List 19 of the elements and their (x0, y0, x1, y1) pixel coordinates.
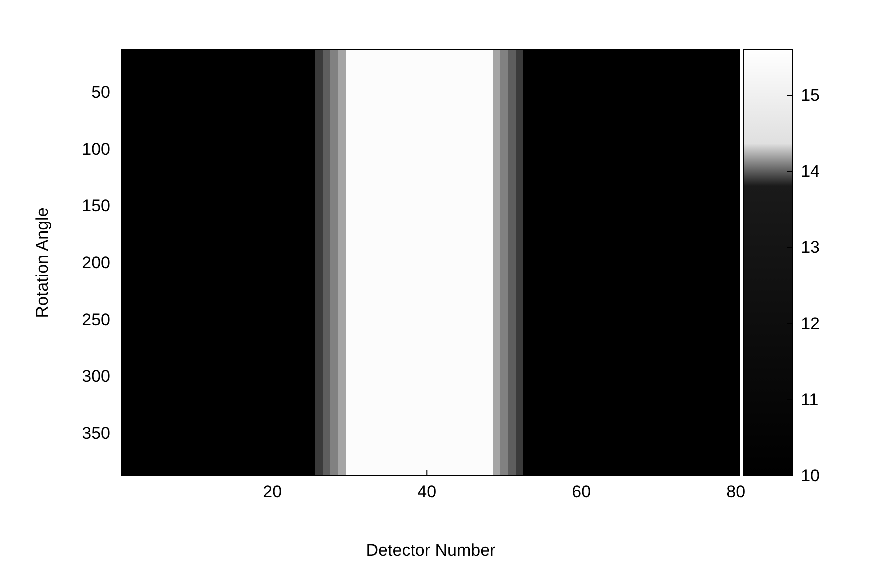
color-bar-label: 13 (801, 238, 820, 258)
y-axis-title: Rotation Angle (33, 208, 52, 318)
y-tick-label: 200 (82, 253, 110, 272)
x-tick-label: 20 (263, 482, 282, 502)
x-tick-label: 80 (726, 482, 746, 502)
y-tick-label: 150 (82, 196, 110, 216)
color-bar-label: 10 (801, 466, 820, 486)
y-tick-label: 100 (82, 140, 110, 159)
color-bar-label: 14 (801, 162, 820, 182)
x-axis-title: Detector Number (366, 541, 496, 560)
color-bar-label: 12 (801, 314, 820, 334)
y-tick-label: 300 (82, 367, 110, 386)
y-tick-label: 350 (82, 424, 110, 443)
color-bar-label: 15 (801, 86, 820, 106)
y-tick-label: 250 (82, 310, 110, 330)
x-tick-label: 40 (418, 482, 437, 502)
x-tick-label: 60 (572, 482, 592, 502)
y-tick-label: 50 (92, 83, 110, 102)
color-bar-label: 11 (801, 390, 819, 410)
